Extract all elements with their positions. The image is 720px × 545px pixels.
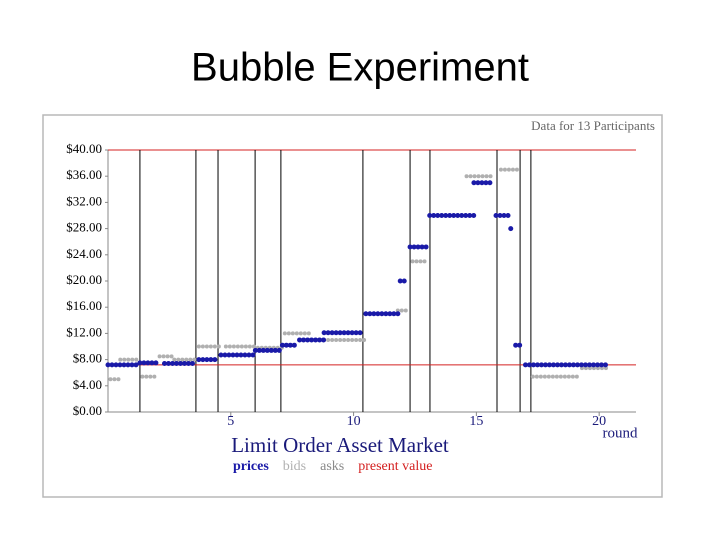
y-tick-label: $16.00	[66, 298, 102, 313]
y-tick-label: $4.00	[73, 377, 102, 392]
y-tick-label: $28.00	[66, 220, 102, 235]
x-axis-label: round	[603, 425, 638, 441]
x-tick-label: 10	[347, 414, 361, 429]
y-tick-label: $0.00	[73, 403, 102, 418]
x-tick-label: 20	[592, 414, 606, 429]
y-tick-label: $12.00	[66, 324, 102, 339]
y-tick-label: $36.00	[66, 167, 102, 182]
legend-entry: asks	[320, 459, 344, 474]
y-tick-label: $32.00	[66, 193, 102, 208]
chart-subtitle: Data for 13 Participants	[531, 118, 655, 133]
y-tick-label: $8.00	[73, 351, 102, 366]
y-tick-label: $24.00	[66, 246, 102, 261]
legend-entry: prices	[233, 459, 269, 474]
slide-title: Bubble Experiment	[191, 46, 529, 90]
y-tick-label: $20.00	[66, 272, 102, 287]
chart-title: Limit Order Asset Market	[231, 433, 449, 457]
legend-entry: present value	[358, 459, 432, 474]
x-tick-label: 5	[227, 414, 234, 429]
legend-entry: bids	[283, 459, 306, 474]
chart-frame	[42, 114, 663, 498]
x-tick-label: 15	[469, 414, 483, 429]
legend: prices bids asks present value	[233, 459, 432, 474]
y-tick-label: $40.00	[66, 141, 102, 156]
